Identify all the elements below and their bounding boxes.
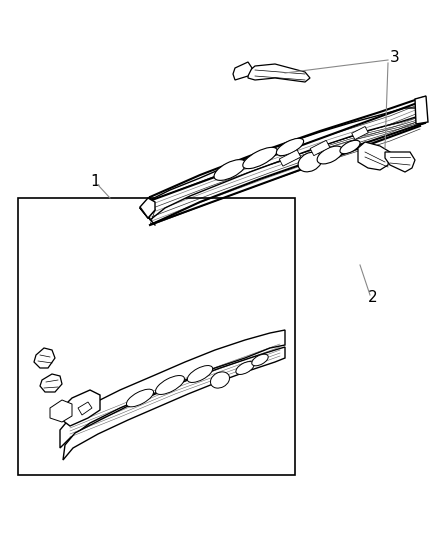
Polygon shape (248, 64, 310, 82)
Ellipse shape (298, 152, 322, 172)
Polygon shape (140, 198, 155, 218)
Polygon shape (60, 330, 285, 448)
Polygon shape (40, 374, 62, 392)
Ellipse shape (155, 376, 184, 394)
Ellipse shape (211, 372, 230, 388)
Polygon shape (385, 152, 415, 172)
Ellipse shape (276, 139, 304, 156)
Ellipse shape (317, 146, 343, 164)
Bar (310, 140, 330, 156)
Polygon shape (78, 402, 92, 415)
Text: 2: 2 (368, 290, 378, 305)
Ellipse shape (127, 389, 154, 407)
Polygon shape (63, 347, 285, 460)
Polygon shape (34, 348, 55, 368)
Ellipse shape (252, 354, 268, 366)
Bar (352, 126, 368, 140)
Ellipse shape (214, 159, 246, 180)
Ellipse shape (340, 140, 360, 154)
Ellipse shape (236, 361, 254, 375)
Bar (18, 198, 295, 475)
Bar (279, 150, 301, 166)
Polygon shape (62, 390, 100, 426)
Ellipse shape (187, 366, 213, 383)
Polygon shape (233, 62, 252, 80)
Text: 3: 3 (390, 50, 400, 64)
Polygon shape (415, 96, 428, 124)
Polygon shape (148, 108, 422, 220)
Text: 1: 1 (90, 174, 100, 190)
Polygon shape (358, 142, 390, 170)
Polygon shape (50, 400, 72, 422)
Ellipse shape (243, 147, 277, 168)
